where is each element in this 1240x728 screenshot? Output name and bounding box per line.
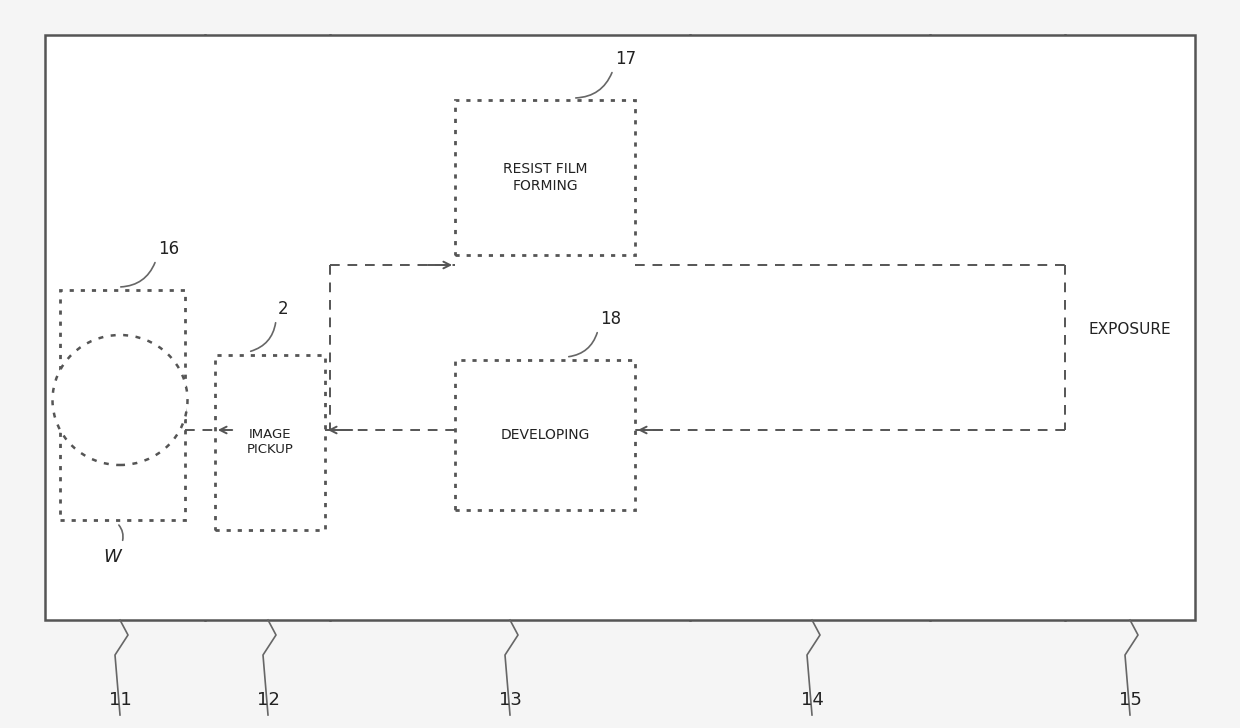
- Bar: [215, 355, 325, 530]
- Text: 15: 15: [1118, 691, 1142, 709]
- Text: EXPOSURE: EXPOSURE: [1089, 323, 1172, 338]
- Text: 17: 17: [615, 50, 636, 68]
- Bar: [455, 100, 635, 255]
- Text: IMAGE
PICKUP: IMAGE PICKUP: [247, 429, 294, 456]
- Text: 12: 12: [257, 691, 279, 709]
- Text: 16: 16: [157, 240, 179, 258]
- Text: RESIST FILM
FORMING: RESIST FILM FORMING: [502, 162, 588, 193]
- Text: 18: 18: [600, 310, 621, 328]
- Text: 2: 2: [278, 300, 289, 318]
- Bar: [60, 290, 185, 520]
- Bar: [455, 360, 635, 510]
- Text: 13: 13: [498, 691, 522, 709]
- Text: DEVELOPING: DEVELOPING: [500, 428, 590, 442]
- Ellipse shape: [52, 335, 187, 465]
- Text: 11: 11: [109, 691, 131, 709]
- Text: W: W: [103, 548, 120, 566]
- Text: 14: 14: [801, 691, 823, 709]
- Bar: [45, 35, 1195, 620]
